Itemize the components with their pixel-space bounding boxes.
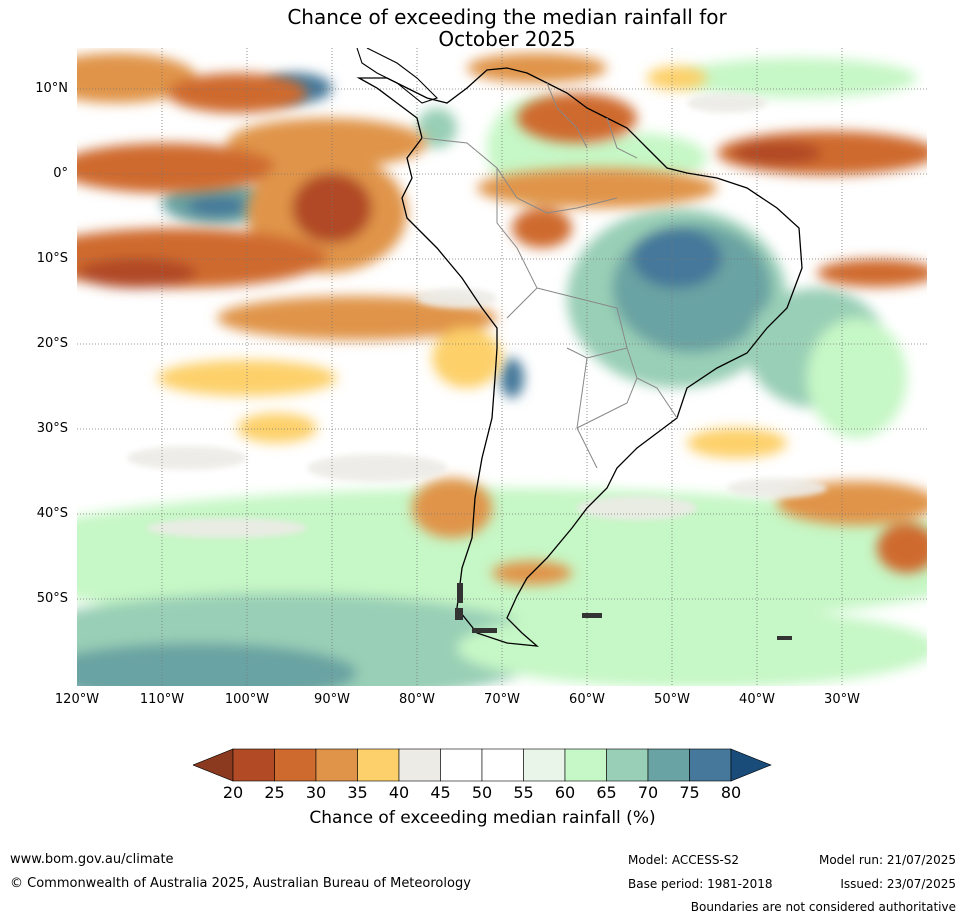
lat-label: 30°S <box>36 421 68 436</box>
colorbar <box>193 748 772 782</box>
base-period-text: Base period: 1981-2018 <box>628 877 773 891</box>
graticule <box>77 48 927 686</box>
neutral-areas <box>127 93 827 538</box>
colorbar-tick-label: 25 <box>264 783 285 802</box>
colorbar-title: Chance of exceeding median rainfall (%) <box>309 808 656 828</box>
colorbar-cell <box>440 748 483 782</box>
lon-label: 90°W <box>314 692 350 707</box>
map-title-line1: Chance of exceeding the median rainfall … <box>287 5 727 29</box>
issued-text: Issued: 23/07/2025 <box>840 877 956 891</box>
map-title-line2: October 2025 <box>438 27 576 51</box>
country-borders <box>421 82 678 469</box>
colorbar-cell <box>481 748 524 782</box>
colorbar-tick-label: 35 <box>347 783 368 802</box>
lon-label: 50°W <box>654 692 690 707</box>
southern-islands <box>455 583 792 640</box>
colorbar-cell <box>232 748 275 782</box>
colorbar-tick-label: 40 <box>388 783 410 802</box>
colorbar-cells <box>193 748 772 782</box>
lon-label: 60°W <box>569 692 605 707</box>
lon-label: 120°W <box>54 692 100 707</box>
colorbar-upper-extension <box>730 748 772 782</box>
lon-label: 100°W <box>224 692 270 707</box>
lat-label: 0° <box>53 166 68 181</box>
colorbar-tick-label: 75 <box>679 783 700 802</box>
south-america-coastline <box>356 67 803 647</box>
colorbar-cell <box>523 748 566 782</box>
colorbar-tick-label: 55 <box>513 783 534 802</box>
colorbar-tick-label: 80 <box>720 783 742 802</box>
lon-label: 40°W <box>739 692 775 707</box>
model-text: Model: ACCESS-S2 <box>628 853 740 867</box>
lon-label: 80°W <box>399 692 435 707</box>
lon-label: 70°W <box>484 692 520 707</box>
colorbar-cell <box>564 748 607 782</box>
colorbar-cell <box>689 748 732 782</box>
colorbar-cell <box>315 748 358 782</box>
colorbar-cell <box>274 748 317 782</box>
colorbar-cell <box>647 748 690 782</box>
lon-label: 30°W <box>824 692 860 707</box>
colorbar-tick-label: 45 <box>430 783 451 802</box>
website-link[interactable]: www.bom.gov.au/climate <box>10 852 174 867</box>
colorbar-tick-label: 50 <box>471 783 493 802</box>
colorbar-tick-label: 65 <box>596 783 617 802</box>
lat-label: 40°S <box>36 506 68 521</box>
lat-label: 20°S <box>36 336 68 351</box>
colorbar-tick-label: 60 <box>554 783 576 802</box>
rainfall-map <box>77 48 927 686</box>
rainfall-map-canvas <box>77 48 927 686</box>
disclaimer-text: Boundaries are not considered authoritat… <box>690 900 956 914</box>
lat-label: 50°S <box>36 591 68 606</box>
dry-anomaly-areas <box>77 53 927 585</box>
colorbar-tick-label: 30 <box>305 783 327 802</box>
colorbar-cell <box>398 748 441 782</box>
copyright-text: © Commonwealth of Australia 2025, Austra… <box>10 876 471 891</box>
model-run-text: Model run: 21/07/2025 <box>818 853 956 867</box>
central-america-coastline <box>356 48 439 104</box>
colorbar-cell <box>357 748 400 782</box>
colorbar-cell <box>606 748 649 782</box>
colorbar-tick-label: 20 <box>222 783 244 802</box>
colorbar-lower-extension <box>193 748 234 782</box>
lon-label: 110°W <box>139 692 185 707</box>
lat-label: 10°S <box>36 251 68 266</box>
lat-label: 10°N <box>35 81 68 96</box>
colorbar-tick-label: 70 <box>637 783 659 802</box>
